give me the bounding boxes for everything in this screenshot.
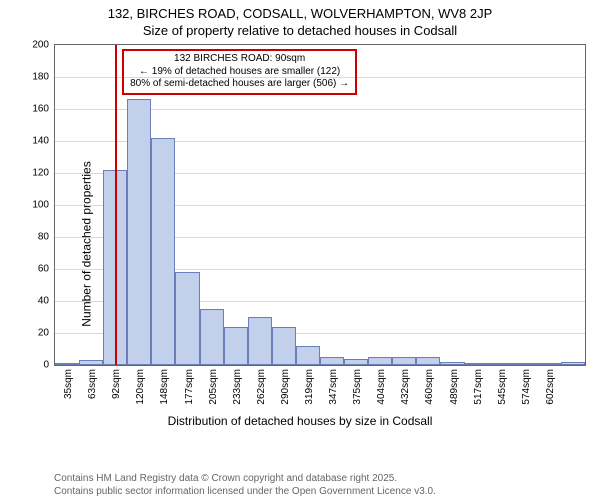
histogram-bar (127, 99, 151, 365)
marker-line (115, 45, 117, 365)
y-tick-label: 200 (32, 40, 49, 51)
histogram-bar (416, 357, 440, 365)
y-tick-label: 60 (38, 264, 49, 275)
histogram-bar (320, 357, 344, 365)
histogram-bar (296, 346, 320, 365)
histogram-bar (392, 357, 416, 365)
x-tick-label: 602sqm (545, 369, 556, 405)
x-tick-label: 489sqm (449, 369, 460, 405)
y-tick-label: 120 (32, 168, 49, 179)
title-line-1: 132, BIRCHES ROAD, CODSALL, WOLVERHAMPTO… (0, 6, 600, 23)
annotation-line-3: 80% of semi-detached houses are larger (… (130, 78, 349, 91)
x-tick-label: 404sqm (376, 369, 387, 405)
x-tick-label: 177sqm (184, 369, 195, 405)
histogram-bar (344, 359, 368, 365)
x-tick-label: 35sqm (63, 369, 74, 399)
y-tick-label: 100 (32, 200, 49, 211)
footer-attribution: Contains HM Land Registry data © Crown c… (54, 473, 436, 498)
x-tick-label: 262sqm (256, 369, 267, 405)
x-tick-label: 205sqm (208, 369, 219, 405)
y-tick-label: 180 (32, 72, 49, 83)
histogram-bar (537, 363, 561, 365)
x-tick-label: 432sqm (400, 369, 411, 405)
x-tick-label: 120sqm (135, 369, 146, 405)
histogram-bar (272, 327, 296, 365)
histogram-bar (513, 363, 537, 365)
x-tick-label: 545sqm (497, 369, 508, 405)
y-tick-label: 0 (43, 360, 49, 371)
histogram-bar (151, 138, 175, 365)
y-tick-label: 40 (38, 296, 49, 307)
histogram-bar (489, 363, 513, 365)
chart-title: 132, BIRCHES ROAD, CODSALL, WOLVERHAMPTO… (0, 0, 600, 40)
annotation-line-1: 132 BIRCHES ROAD: 90sqm (130, 53, 349, 66)
histogram-bar (440, 362, 464, 365)
x-tick-label: 460sqm (424, 369, 435, 405)
x-tick-label: 517sqm (473, 369, 484, 405)
x-tick-label: 92sqm (111, 369, 122, 399)
x-axis-label: Distribution of detached houses by size … (0, 414, 600, 428)
y-tick-label: 20 (38, 328, 49, 339)
x-tick-label: 347sqm (328, 369, 339, 405)
x-tick-label: 375sqm (352, 369, 363, 405)
histogram-bar (55, 363, 79, 365)
x-tick-label: 148sqm (159, 369, 170, 405)
x-tick-label: 233sqm (232, 369, 243, 405)
plot-region: 132 BIRCHES ROAD: 90sqm ← 19% of detache… (54, 44, 586, 366)
footer-line-2: Contains public sector information licen… (54, 486, 436, 499)
title-line-2: Size of property relative to detached ho… (0, 23, 600, 40)
gridline (55, 77, 585, 78)
y-tick-label: 140 (32, 136, 49, 147)
histogram-bar (175, 272, 199, 365)
x-tick-label: 574sqm (521, 369, 532, 405)
x-tick-label: 63sqm (87, 369, 98, 399)
y-tick-label: 80 (38, 232, 49, 243)
x-tick-label: 319sqm (304, 369, 315, 405)
histogram-bar (79, 360, 103, 365)
histogram-bar (561, 362, 585, 365)
histogram-bar (224, 327, 248, 365)
chart-area: Number of detached properties 132 BIRCHE… (0, 44, 600, 444)
y-tick-label: 160 (32, 104, 49, 115)
histogram-bar (465, 363, 489, 365)
footer-line-1: Contains HM Land Registry data © Crown c… (54, 473, 436, 486)
x-tick-label: 290sqm (280, 369, 291, 405)
histogram-bar (200, 309, 224, 365)
annotation-box: 132 BIRCHES ROAD: 90sqm ← 19% of detache… (122, 49, 357, 95)
histogram-bar (248, 317, 272, 365)
histogram-bar (368, 357, 392, 365)
